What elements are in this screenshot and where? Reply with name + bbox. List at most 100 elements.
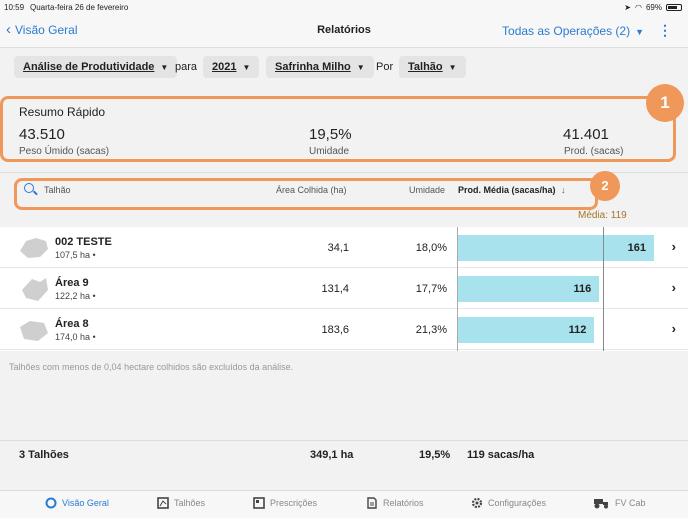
tab-talhoes[interactable]: Talhões [157,497,205,509]
chevron-right-icon[interactable]: › [671,280,676,295]
more-vertical-icon[interactable]: ⋮ [658,22,672,38]
chevron-right-icon[interactable]: › [671,239,676,254]
field-icon [157,497,169,509]
totals-prod: 119 sacas/ha [467,449,535,461]
status-right: ➤ ◠ 69% [624,3,682,12]
step-badge-1: 1 [646,84,684,122]
tab-label: Configurações [488,498,547,508]
row-area: 34,1 [327,242,349,254]
table-row[interactable]: 002 TESTE 107,5 ha • 34,1 18,0% 161 › [0,227,688,268]
battery-icon [666,4,682,11]
totals-umidade: 19,5% [419,449,451,461]
row-name: 002 TESTE [55,236,112,248]
sort-down-icon[interactable]: ↓ [561,185,566,195]
totals-area: 349,1 ha [310,449,354,461]
totals-row: 3 Talhões 349,1 ha 19,5% 119 sacas/ha [0,440,688,468]
search-icon[interactable] [24,183,34,193]
status-bar: 10:59 Quarta-feira 26 de fevereiro ➤ ◠ 6… [0,0,688,14]
field-shape-icon [20,321,48,341]
totals-count: 3 Talhões [19,449,69,461]
year-dropdown[interactable]: 2021 ▼ [203,56,260,78]
header-highlight [14,178,598,210]
battery-percent: 69% [645,3,662,12]
group-by-dropdown[interactable]: Talhão ▼ [399,56,466,78]
summary-value-prod: 41.401 [563,126,609,143]
prod-bar: 112 [458,317,595,343]
document-icon [367,497,377,509]
row-name: Área 9 [55,277,89,289]
prod-bar: 116 [458,276,600,302]
summary-label-weight: Peso Úmido (sacas) [19,146,110,157]
operations-dropdown[interactable]: Todas as Operações (2) ▼ [502,24,644,38]
prescription-icon [253,497,265,509]
tab-prescricoes[interactable]: Prescrições [253,497,317,509]
chevron-down-icon: ▼ [448,63,457,72]
status-time: 10:59 [4,3,25,12]
row-area: 131,4 [321,283,349,295]
tab-configuracoes[interactable]: Configurações [471,497,546,509]
filter-bar: Análise de Produtividade ▼ para 2021 ▼ Saf… [0,48,688,94]
table-row[interactable]: Área 9 122,2 ha • 131,4 17,7% 116 › [0,268,688,309]
location-icon: ➤ [624,3,631,12]
operations-label: Todas as Operações (2) [502,24,631,38]
header-talhao[interactable]: Talhão [44,185,71,195]
summary-value-moisture: 19,5% [309,126,352,143]
row-umidade: 18,0% [415,242,447,254]
step-badge-2: 2 [590,171,620,201]
por-label: Por [376,61,394,73]
report-dropdown[interactable]: Análise de Produtividade ▼ [14,56,178,78]
row-size: 122,2 ha • [55,291,96,301]
prod-bar: 161 [458,235,654,261]
back-label: Visão Geral [15,23,78,37]
tab-label: Relatórios [383,498,424,508]
field-shape-icon [20,238,48,258]
chevron-down-icon: ▼ [242,63,251,72]
row-area: 183,6 [321,324,349,336]
header-prod[interactable]: Prod. Média (sacas/ha) [458,185,556,195]
tab-fv-cab[interactable]: FV Cab [592,497,646,509]
chevron-down-icon: ▼ [160,63,169,72]
row-name: Área 8 [55,318,89,330]
back-button[interactable]: ‹ Visão Geral [6,22,78,37]
circle-icon [45,497,57,509]
gear-icon [471,497,483,509]
table-row[interactable]: Área 8 174,0 ha • 183,6 21,3% 112 › [0,309,688,350]
bar-axis-line [457,227,458,351]
summary-label-moisture: Umidade [309,146,350,157]
para-label: para [175,61,198,73]
report-label: Análise de Produtividade [23,61,155,73]
tab-label: Visão Geral [62,498,109,508]
tab-visao-geral[interactable]: Visão Geral [45,497,109,509]
prod-bar-label: 112 [568,324,587,336]
header-area[interactable]: Área Colhida (ha) [276,185,347,195]
media-label: Média: 119 [578,210,627,221]
tab-label: Prescrições [270,498,318,508]
crop-label: Safrinha Milho [275,61,351,73]
year-label: 2021 [212,61,237,73]
table-body: 002 TESTE 107,5 ha • 34,1 18,0% 161 › Ár… [0,227,688,351]
summary-label-prod: Prod. (sacas) [564,146,624,157]
tab-label: Talhões [174,498,206,508]
row-size: 174,0 ha • [55,332,96,342]
field-shape-icon [22,278,48,301]
wifi-icon: ◠ [635,3,642,12]
status-date: Quarta-feira 26 de fevereiro [30,3,129,12]
chevron-down-icon: ▼ [356,63,365,72]
chevron-right-icon[interactable]: › [671,321,676,336]
page-title: Relatórios [317,24,371,36]
row-size: 107,5 ha • [55,250,96,260]
prod-bar-label: 116 [573,283,592,295]
quick-summary: Resumo Rápido 43.510 Peso Úmido (sacas) … [0,94,688,166]
media-line [602,227,604,351]
group-by-label: Talhão [408,61,443,73]
tab-bar: Visão Geral Talhões Prescrições Relatóri… [0,490,688,518]
chevron-down-icon: ▼ [635,27,644,37]
tractor-icon [594,499,608,509]
tab-relatorios[interactable]: Relatórios [366,497,424,509]
exclusion-note: Talhões com menos de 0,04 hectare colhid… [9,362,294,372]
summary-highlight [0,96,676,162]
header-umidade[interactable]: Umidade [409,185,446,195]
tab-label: FV Cab [615,498,646,508]
crop-dropdown[interactable]: Safrinha Milho ▼ [266,56,374,78]
prod-bar-label: 161 [627,242,646,254]
